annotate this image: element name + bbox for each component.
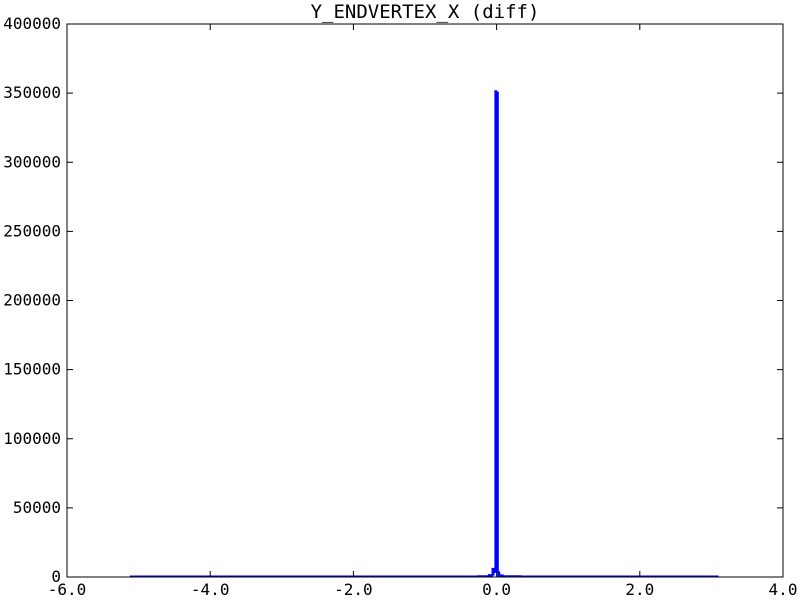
x-tick-label: -2.0 [334,580,373,599]
histogram-bin [497,571,501,577]
x-tick-label: 4.0 [769,580,798,599]
y-tick-label: 300000 [3,152,61,171]
histogram-bin [495,91,499,573]
axes: -6.0 -4.0 -2.0 0.0 2.0 4.0 0 50000 100000 150000 2… [3,14,797,599]
y-tick-label: 200000 [3,291,61,310]
chart-title: Y_ENDVERTEX_X (diff) [311,1,540,23]
y-tick-label: 150000 [3,360,61,379]
y-tick-label: 250000 [3,221,61,240]
y-tick-label: 400000 [3,14,61,33]
x-tick-label: 0.0 [482,580,511,599]
histogram-bin [498,574,504,577]
histogram-bin [491,567,495,576]
y-tick-label: 100000 [3,429,61,448]
y-tick-label: 350000 [3,83,61,102]
x-tick-label: -4.0 [191,580,230,599]
x-tick-label: -6.0 [48,580,87,599]
y-tick-label: 50000 [13,498,61,517]
y-tick-label: 0 [51,567,61,586]
x-tick-label: 2.0 [625,580,654,599]
